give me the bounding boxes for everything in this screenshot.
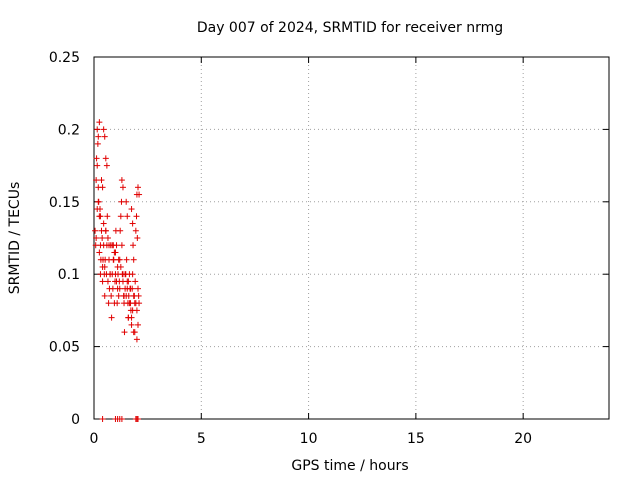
data-point — [93, 235, 100, 241]
plot-frame — [93, 56, 610, 420]
data-point — [116, 285, 123, 292]
data-point — [98, 177, 105, 184]
data-point — [113, 278, 120, 285]
y-axis-ticks: 0 0.05 0.1 0.15 0.2 0.25 — [49, 50, 609, 428]
data-point — [100, 220, 107, 227]
x-tick-label: 20 — [514, 431, 532, 447]
data-point — [115, 256, 122, 263]
data-point — [95, 198, 102, 205]
data-point — [114, 300, 121, 307]
data-point — [108, 314, 115, 321]
data-point — [129, 220, 136, 227]
data-point — [128, 321, 135, 328]
data-point — [94, 126, 101, 133]
data-point — [104, 213, 111, 220]
data-point — [94, 206, 101, 213]
data-point — [121, 292, 128, 299]
grid-lines — [94, 57, 609, 419]
data-point — [130, 292, 137, 299]
x-tick-label: 10 — [300, 431, 318, 447]
data-point — [101, 133, 108, 140]
data-point — [93, 177, 100, 184]
data-point — [93, 155, 100, 162]
x-tick-label: 5 — [197, 431, 206, 447]
data-points — [92, 119, 143, 422]
data-point — [117, 213, 124, 220]
data-point — [124, 285, 131, 292]
data-point — [95, 133, 102, 140]
y-axis-label: SRMTID / TECUs — [7, 182, 23, 295]
data-point — [132, 278, 139, 285]
data-point — [102, 227, 109, 234]
data-point — [104, 278, 111, 285]
data-point — [134, 184, 141, 191]
data-point — [123, 256, 130, 263]
data-point — [99, 235, 106, 241]
data-point — [97, 213, 104, 220]
data-point — [114, 263, 121, 270]
data-point — [129, 271, 136, 278]
data-point — [132, 300, 139, 307]
data-point — [128, 206, 135, 213]
data-point — [134, 285, 141, 292]
data-point — [119, 184, 126, 191]
y-tick-label: 0.25 — [49, 50, 80, 66]
data-point — [124, 213, 131, 220]
data-point — [110, 256, 117, 263]
y-tick-label: 0.2 — [58, 122, 80, 138]
data-point — [136, 191, 143, 198]
y-tick-label: 0.1 — [58, 267, 80, 283]
x-axis-label: GPS time / hours — [291, 458, 408, 474]
data-point — [99, 184, 106, 191]
data-point — [107, 271, 114, 278]
data-point — [118, 242, 125, 249]
y-tick-label: 0.05 — [49, 340, 80, 356]
data-point — [133, 336, 140, 343]
data-point — [101, 292, 108, 299]
data-point — [102, 155, 109, 162]
data-point — [132, 227, 139, 234]
data-point — [100, 126, 107, 133]
data-point — [96, 249, 103, 256]
data-point — [134, 321, 141, 328]
data-point — [133, 213, 140, 220]
x-tick-label: 0 — [90, 431, 99, 447]
data-point — [128, 314, 135, 321]
data-point — [129, 307, 136, 314]
data-point — [94, 162, 101, 169]
data-point — [130, 256, 137, 263]
data-point — [105, 300, 112, 307]
chart-title: Day 007 of 2024, SRMTID for receiver nrm… — [197, 20, 503, 36]
data-point — [134, 235, 141, 241]
data-point — [111, 249, 118, 256]
data-point — [101, 263, 108, 270]
data-point — [117, 227, 124, 234]
data-point — [118, 416, 125, 422]
data-point — [106, 242, 113, 249]
y-tick-label: 0 — [71, 412, 80, 428]
data-point — [108, 292, 115, 299]
data-point — [94, 140, 101, 147]
data-point — [126, 300, 133, 307]
data-point — [119, 271, 126, 278]
data-point — [118, 177, 125, 184]
data-point — [123, 198, 130, 205]
x-axis-ticks: 0 5 10 15 20 — [90, 57, 532, 447]
y-tick-label: 0.15 — [49, 195, 80, 211]
data-point — [121, 329, 128, 336]
data-point — [96, 119, 103, 126]
data-point — [130, 242, 137, 249]
data-point — [130, 329, 137, 336]
data-point — [99, 416, 106, 422]
x-tick-label: 15 — [407, 431, 425, 447]
data-point — [134, 416, 141, 422]
data-point — [125, 278, 132, 285]
data-point — [92, 227, 99, 234]
data-point — [104, 235, 111, 241]
data-point — [103, 162, 110, 169]
data-point — [99, 278, 106, 285]
